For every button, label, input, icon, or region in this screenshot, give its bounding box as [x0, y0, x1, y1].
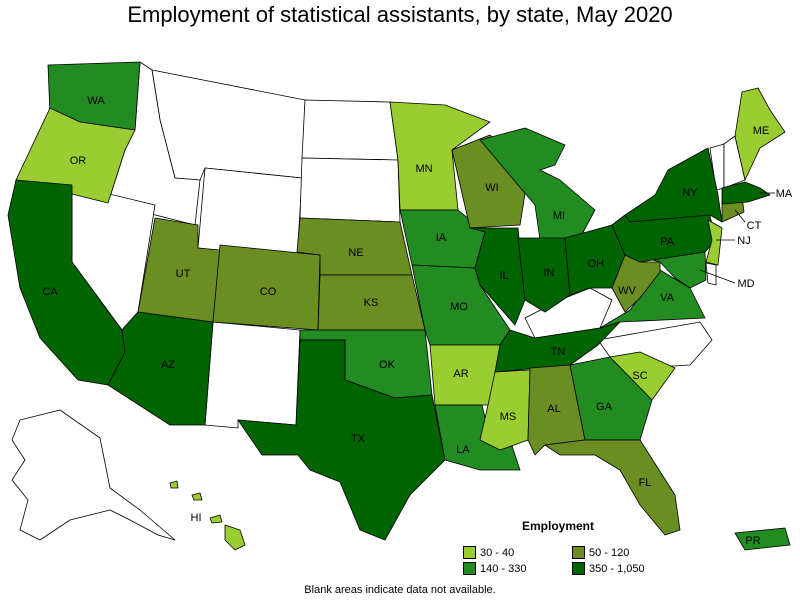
hawaii-island-maui: [209, 514, 223, 524]
state-AZ[interactable]: [107, 311, 214, 426]
state-MA[interactable]: [721, 181, 771, 205]
state-AR[interactable]: [429, 344, 501, 406]
map-title: Employment of statistical assistants, by…: [127, 2, 673, 27]
legend-swatch-1: [463, 546, 476, 559]
state-GA[interactable]: [569, 356, 653, 441]
state-FL[interactable]: [544, 439, 681, 536]
state-NM[interactable]: [204, 321, 301, 429]
leader-md: [699, 269, 736, 284]
state-ND[interactable]: [301, 99, 399, 161]
state-SC[interactable]: [609, 351, 676, 401]
state-LA[interactable]: [434, 404, 521, 471]
state-NJ[interactable]: [705, 219, 723, 266]
state-HI[interactable]: [224, 524, 246, 551]
label-MD: MD: [737, 278, 754, 290]
label-NJ: NJ: [737, 235, 750, 247]
state-TX[interactable]: [237, 339, 446, 541]
legend-label-4: 350 - 1,050: [589, 562, 645, 575]
legend-swatch-3: [463, 562, 476, 575]
legend-title: Employment: [522, 519, 595, 533]
legend-label-2: 50 - 120: [589, 546, 630, 559]
state-SD[interactable]: [299, 157, 401, 223]
state-ME[interactable]: [734, 87, 786, 181]
state-MN[interactable]: [389, 101, 491, 211]
legend-item-2: 50 - 120: [572, 546, 629, 559]
label-MA: MA: [776, 188, 793, 200]
label-HI: HI: [191, 512, 202, 524]
state-KS[interactable]: [317, 274, 426, 331]
state-MT[interactable]: [151, 69, 306, 181]
legend-item-1: 30 - 40: [463, 546, 514, 559]
legend-swatch-2: [572, 546, 585, 559]
hawaii-island-oahu: [191, 492, 203, 501]
legend-label-1: 30 - 40: [480, 546, 515, 559]
state-MI[interactable]: [479, 127, 596, 241]
footnote: Blank areas indicate data not available.: [304, 584, 496, 596]
state-WY[interactable]: [197, 167, 303, 261]
legend-swatch-4: [572, 562, 585, 575]
legend-item-3: 140 - 330: [463, 562, 526, 575]
state-PR[interactable]: [734, 527, 791, 551]
label-CT: CT: [747, 220, 762, 232]
legend-item-4: 350 - 1,050: [572, 562, 645, 575]
state-CO[interactable]: [212, 244, 321, 331]
state-IN[interactable]: [517, 237, 571, 313]
hawaii-island-kauai: [169, 480, 179, 489]
leader-ct: [734, 209, 746, 223]
state-NY[interactable]: [624, 147, 723, 223]
state-AK[interactable]: [11, 409, 176, 541]
legend-label-3: 140 - 330: [480, 562, 527, 575]
